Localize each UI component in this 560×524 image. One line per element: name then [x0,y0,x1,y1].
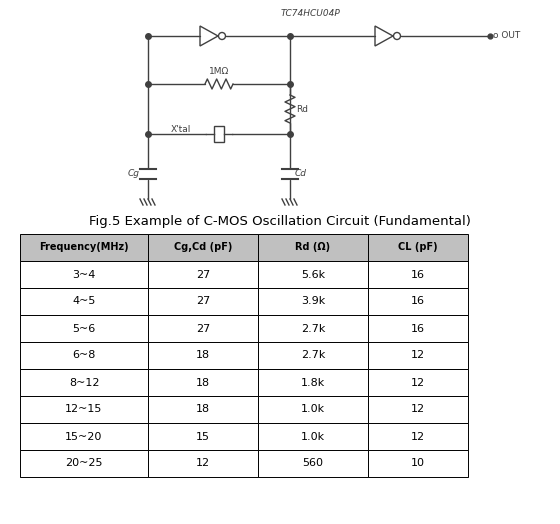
Bar [214,126,224,142]
Text: 16: 16 [411,269,425,279]
Bar [368,288,468,315]
Text: 12: 12 [411,405,425,414]
Text: 5.6k: 5.6k [301,269,325,279]
Text: 12: 12 [196,458,210,468]
Bar [368,396,468,423]
Bar [20,288,148,315]
Text: 1MΩ: 1MΩ [209,67,229,76]
Text: 6~8: 6~8 [72,351,96,361]
Text: 12: 12 [411,351,425,361]
Text: 12: 12 [411,377,425,388]
Bar [258,423,368,450]
Bar [148,423,258,450]
Text: 15~20: 15~20 [66,431,102,442]
Text: X'tal: X'tal [171,126,191,135]
Bar [20,342,148,369]
Text: 16: 16 [411,323,425,333]
Bar [258,288,368,315]
Text: 4~5: 4~5 [72,297,96,307]
Bar [368,423,468,450]
Text: TC74HCU04P: TC74HCU04P [280,9,340,18]
Bar [258,261,368,288]
Bar [148,234,258,261]
Bar [258,396,368,423]
Text: 1.0k: 1.0k [301,431,325,442]
Text: Cg,Cd (pF): Cg,Cd (pF) [174,243,232,253]
Bar [148,450,258,477]
Bar [258,369,368,396]
Text: 1.8k: 1.8k [301,377,325,388]
Text: o OUT: o OUT [493,31,520,40]
Text: 16: 16 [411,297,425,307]
Bar [20,396,148,423]
Text: 18: 18 [196,377,210,388]
Text: Fig.5 Example of C-MOS Oscillation Circuit (Fundamental): Fig.5 Example of C-MOS Oscillation Circu… [89,215,471,228]
Text: Cd: Cd [295,169,307,179]
Bar [148,369,258,396]
Bar [368,450,468,477]
Bar [258,315,368,342]
Bar [20,423,148,450]
Text: 2.7k: 2.7k [301,323,325,333]
Text: Frequency(MHz): Frequency(MHz) [39,243,129,253]
Text: 560: 560 [302,458,324,468]
Bar [20,261,148,288]
Bar [148,315,258,342]
Bar [148,342,258,369]
Text: 12~15: 12~15 [66,405,102,414]
Text: 15: 15 [196,431,210,442]
Bar [258,450,368,477]
Text: 3~4: 3~4 [72,269,96,279]
Text: 20~25: 20~25 [66,458,102,468]
Text: 3.9k: 3.9k [301,297,325,307]
Bar [368,369,468,396]
Bar [20,450,148,477]
Bar [258,234,368,261]
Text: 27: 27 [196,269,210,279]
Text: CL (pF): CL (pF) [398,243,438,253]
Text: 1.0k: 1.0k [301,405,325,414]
Text: 27: 27 [196,297,210,307]
Text: 18: 18 [196,351,210,361]
Bar [368,342,468,369]
Bar [20,234,148,261]
Bar [148,396,258,423]
Text: Cg: Cg [128,169,140,179]
Bar [368,234,468,261]
Bar [148,288,258,315]
Bar [368,261,468,288]
Text: 27: 27 [196,323,210,333]
Text: 12: 12 [411,431,425,442]
Text: 5~6: 5~6 [72,323,96,333]
Text: 8~12: 8~12 [69,377,99,388]
Bar [368,315,468,342]
Bar [20,369,148,396]
Text: Rd: Rd [296,104,308,114]
Bar [20,315,148,342]
Bar [258,342,368,369]
Text: 2.7k: 2.7k [301,351,325,361]
Text: 10: 10 [411,458,425,468]
Bar [148,261,258,288]
Text: 18: 18 [196,405,210,414]
Text: Rd (Ω): Rd (Ω) [296,243,330,253]
